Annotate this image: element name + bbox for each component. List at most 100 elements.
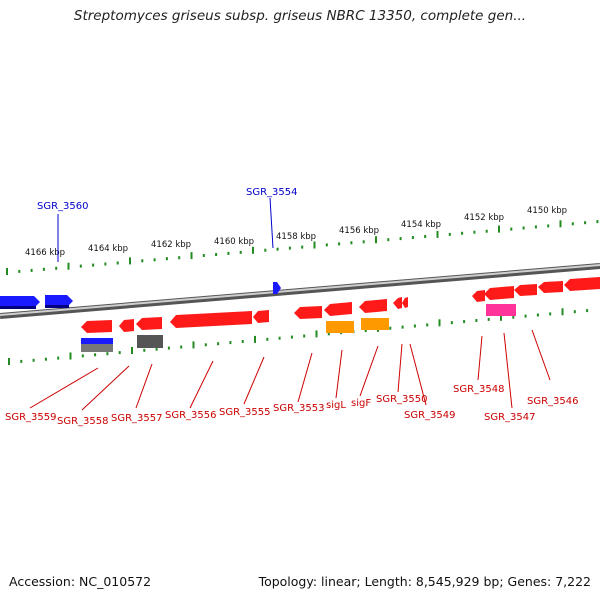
scale-tick-major: [67, 262, 70, 270]
gene-label-sgr3547[interactable]: SGR_3547: [484, 412, 536, 423]
scale-tick-major: [561, 308, 564, 316]
scale-tick-minor: [547, 224, 550, 228]
gene-arrow[interactable]: [294, 306, 322, 319]
scale-tick-minor: [426, 323, 429, 327]
gene-label-sgr3560[interactable]: SGR_3560: [37, 201, 89, 212]
gene-arrow[interactable]: [538, 281, 563, 293]
scale-tick-minor: [399, 237, 402, 241]
gene-arrow[interactable]: [81, 320, 112, 333]
gene-label-sgr3549[interactable]: SGR_3549: [404, 410, 456, 421]
scale-tick-minor: [239, 250, 242, 254]
gene-box-pink[interactable]: [486, 304, 516, 316]
scale-tick-minor: [229, 341, 232, 345]
scale-tick-minor: [534, 225, 537, 229]
gene-label-sgr3546[interactable]: SGR_3546: [527, 396, 579, 407]
scale-tick-minor: [338, 242, 341, 246]
gene-arrow[interactable]: [393, 297, 402, 309]
gene-label-sgr3554[interactable]: SGR_3554: [246, 187, 298, 198]
gene-label-sgr3559[interactable]: SGR_3559: [5, 412, 57, 423]
scale-tick-minor: [165, 257, 168, 261]
scale-tick-minor: [167, 346, 170, 350]
gene-label-sgr3550[interactable]: SGR_3550: [376, 394, 428, 405]
gene-label-sgr3555[interactable]: SGR_3555: [219, 407, 271, 418]
gene-label-sgr3556[interactable]: SGR_3556: [165, 410, 217, 421]
scale-tick-major: [69, 352, 72, 360]
scale-tick-major: [313, 241, 316, 249]
gene-box-blue[interactable]: [81, 338, 113, 344]
scale-tick-minor: [178, 256, 181, 260]
scale-tick-minor: [276, 247, 279, 251]
scale-tick-minor: [510, 227, 513, 231]
gene-arrow[interactable]: [564, 277, 600, 291]
scale-kbp-label: 4164 kbp: [88, 244, 128, 254]
scale-tick-minor: [57, 356, 60, 360]
scale-tick-minor: [278, 336, 281, 340]
scale-tick-minor: [401, 325, 404, 329]
scale-tick-minor: [266, 337, 269, 341]
scale-tick-major: [375, 236, 377, 244]
gene-arrow[interactable]: [514, 284, 537, 296]
scale-tick-minor: [364, 329, 367, 332]
gene-arrow[interactable]: [472, 290, 485, 302]
gene-arrow[interactable]: [402, 297, 408, 308]
gene-label-sgr3558[interactable]: SGR_3558: [57, 416, 109, 427]
scale-tick-major: [129, 257, 131, 265]
scale-tick-minor: [512, 315, 515, 319]
scale-tick-major: [6, 268, 8, 275]
scale-tick-minor: [104, 262, 107, 266]
scale-kbp-label: 4152 kbp: [464, 213, 504, 223]
scale-tick-minor: [303, 334, 306, 338]
scale-tick-minor: [288, 246, 291, 250]
gene-arrow[interactable]: [253, 310, 269, 323]
scale-tick-minor: [79, 264, 82, 268]
scale-tick-major: [500, 313, 502, 321]
gene-box-orange[interactable]: [361, 318, 389, 330]
scale-tick-minor: [524, 314, 527, 318]
scale-tick-minor: [143, 348, 146, 352]
scale-tick-major: [559, 220, 562, 228]
gene-label-sigf[interactable]: sigF: [351, 398, 371, 409]
scale-tick-minor: [387, 238, 390, 242]
scale-tick-major: [315, 330, 318, 338]
scale-tick-minor: [155, 347, 158, 351]
scale-tick-minor: [487, 317, 490, 321]
scale-tick-minor: [141, 259, 144, 263]
gene-arrow[interactable]: [0, 296, 40, 308]
scale-tick-minor: [571, 222, 574, 226]
scale-tick-minor: [202, 254, 205, 257]
scale-tick-major: [438, 319, 441, 327]
scale-tick-major: [436, 230, 439, 238]
scale-tick-minor: [215, 253, 218, 256]
forward-genes: [0, 282, 281, 309]
gene-arrow[interactable]: [170, 311, 252, 328]
scale-tick-minor: [116, 261, 119, 265]
gene-box-gray[interactable]: [137, 335, 163, 348]
scale-tick-major: [254, 335, 256, 343]
gene-shadow: [0, 306, 36, 309]
scale-tick-minor: [522, 226, 525, 230]
gene-label-sgr3553[interactable]: SGR_3553: [273, 403, 325, 414]
gene-label-sigl[interactable]: sigL: [326, 400, 346, 411]
scale-tick-minor: [325, 243, 328, 247]
gene-arrow[interactable]: [45, 295, 73, 307]
gene-box-orange[interactable]: [326, 321, 354, 333]
gene-arrow[interactable]: [119, 319, 134, 332]
gene-arrow[interactable]: [136, 317, 162, 330]
scale-tick-minor: [227, 251, 230, 255]
scale-tick-major: [192, 341, 195, 349]
scale-tick-minor: [106, 352, 109, 356]
scale-tick-minor: [411, 236, 414, 239]
gene-arrow[interactable]: [359, 299, 387, 313]
scale-tick-minor: [290, 335, 293, 339]
scale-tick-minor: [42, 267, 45, 271]
gene-label-sgr3548[interactable]: SGR_3548: [453, 384, 505, 395]
gene-box-gray[interactable]: [81, 344, 113, 352]
gene-arrow[interactable]: [324, 302, 352, 316]
gene-arrow-sgr3554[interactable]: [273, 282, 281, 294]
gene-label-sgr3557[interactable]: SGR_3557: [111, 413, 163, 424]
scale-tick-minor: [461, 231, 464, 235]
gene-arrow[interactable]: [484, 286, 514, 300]
scale-kbp-label: 4154 kbp: [401, 220, 441, 230]
scale-kbp-label: 4158 kbp: [276, 232, 316, 242]
